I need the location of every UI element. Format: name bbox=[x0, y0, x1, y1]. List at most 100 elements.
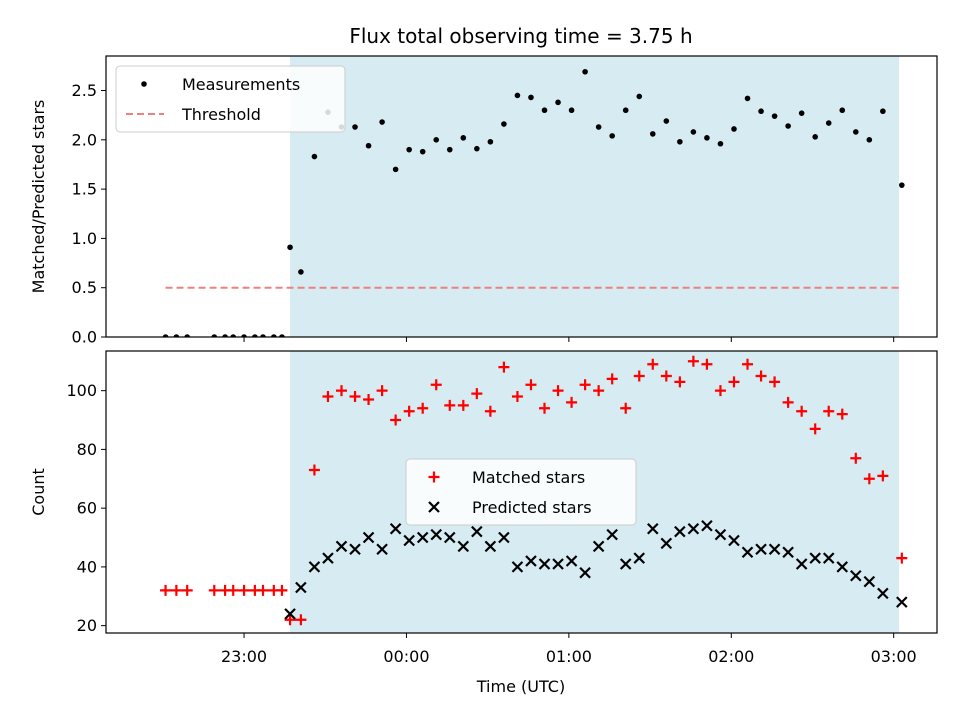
measurements-point bbox=[704, 135, 710, 141]
measurements-point bbox=[446, 146, 453, 153]
measurements-point bbox=[568, 107, 575, 114]
y-tick-label: 0.5 bbox=[72, 278, 97, 297]
predicted-stars-series bbox=[284, 520, 908, 620]
predicted-stars-point bbox=[836, 561, 849, 573]
measurements-point bbox=[541, 107, 548, 114]
matched-stars-point bbox=[284, 614, 296, 626]
axes-frame bbox=[105, 55, 938, 338]
predicted-stars-point bbox=[376, 543, 388, 556]
legend-label: Threshold bbox=[181, 105, 261, 124]
matched-stars-point bbox=[430, 379, 442, 391]
matched-stars-point bbox=[457, 399, 469, 411]
measurements-point bbox=[514, 92, 521, 99]
y-tick-label: 40 bbox=[77, 557, 97, 576]
matched-stars-point bbox=[390, 414, 402, 426]
matched-stars-point bbox=[863, 473, 875, 485]
matched-stars-point bbox=[620, 402, 632, 414]
y-tick-label: 60 bbox=[77, 499, 97, 518]
measurements-point bbox=[785, 123, 791, 129]
matched-stars-point bbox=[227, 584, 239, 596]
matched-stars-point bbox=[349, 391, 361, 403]
predicted-stars-point bbox=[525, 555, 537, 567]
y-tick-label: 2.5 bbox=[72, 81, 97, 100]
matched-stars-point bbox=[552, 385, 564, 397]
matched-stars-point bbox=[566, 396, 578, 408]
predicted-stars-point bbox=[579, 567, 591, 579]
matched-stars-point bbox=[796, 405, 808, 417]
matched-stars-point bbox=[322, 391, 334, 403]
predicted-stars-point bbox=[619, 558, 632, 570]
y-tick-label: 20 bbox=[77, 616, 97, 635]
predicted-stars-point bbox=[335, 540, 348, 553]
measurements-point bbox=[663, 118, 670, 124]
legend-entry-measurements: Measurements bbox=[141, 75, 300, 94]
y-tick-label: 100 bbox=[66, 381, 97, 400]
legend: Matched stars Predicted stars bbox=[405, 458, 637, 526]
matched-stars-point bbox=[769, 376, 781, 388]
legend-label: Measurements bbox=[182, 75, 300, 94]
y-tick-label: 2.0 bbox=[72, 130, 97, 149]
matched-stars-point bbox=[687, 355, 699, 367]
measurements-point bbox=[406, 146, 412, 153]
matched-stars-point bbox=[403, 405, 415, 417]
predicted-stars-point bbox=[538, 558, 551, 570]
matched-stars-point bbox=[376, 385, 388, 397]
matched-stars-point bbox=[579, 379, 591, 391]
matched-stars-point bbox=[498, 361, 510, 373]
predicted-stars-point bbox=[768, 543, 781, 556]
measurements-point bbox=[279, 334, 285, 337]
predicted-stars-point bbox=[687, 522, 700, 535]
predicted-stars-point bbox=[552, 558, 564, 570]
measurements-point bbox=[252, 334, 258, 337]
legend-entry-matched-stars: Matched stars bbox=[428, 468, 585, 487]
predicted-stars-point bbox=[701, 520, 713, 532]
matched-stars-point bbox=[823, 405, 835, 417]
measurements-point bbox=[582, 68, 588, 75]
measurements-point bbox=[501, 121, 507, 127]
matched-stars-point bbox=[606, 373, 618, 385]
predicted-stars-point bbox=[809, 552, 821, 564]
legend-entry-threshold: Threshold bbox=[126, 105, 261, 124]
matched-stars-point bbox=[308, 464, 320, 476]
measurements-point bbox=[690, 129, 697, 135]
predicted-stars-point bbox=[606, 528, 618, 541]
legend-marker-swatch bbox=[141, 81, 147, 87]
matched-stars-point bbox=[714, 385, 726, 397]
predicted-stars-point bbox=[308, 561, 321, 573]
matched-stars-point bbox=[593, 385, 605, 397]
measurements-point bbox=[379, 119, 385, 125]
predicted-stars-point bbox=[295, 581, 307, 594]
measurements-point bbox=[287, 244, 293, 251]
measurements-point bbox=[173, 334, 180, 337]
predicted-stars-point bbox=[349, 543, 361, 556]
measurements-point bbox=[298, 269, 304, 275]
matched-stars-point bbox=[238, 584, 250, 596]
measurements-point bbox=[162, 334, 169, 337]
matched-stars-point bbox=[484, 405, 496, 417]
matched-stars-point bbox=[742, 358, 754, 370]
measurements-point bbox=[352, 124, 358, 130]
legend-marker-swatch bbox=[428, 471, 440, 483]
measurements-point bbox=[595, 124, 602, 130]
matched-stars-point bbox=[809, 423, 821, 435]
axes-frame bbox=[105, 350, 938, 634]
matched-stars-point bbox=[525, 379, 537, 391]
predicted-stars-point bbox=[484, 540, 497, 553]
legend-entry-predicted-stars: Predicted stars bbox=[428, 498, 592, 517]
predicted-stars-point bbox=[511, 561, 524, 573]
matched-stars-point bbox=[511, 391, 523, 403]
predicted-stars-point bbox=[362, 531, 375, 544]
measurements-point bbox=[758, 108, 764, 115]
measurements-point bbox=[184, 334, 191, 337]
measurements-point bbox=[744, 95, 751, 102]
measurements-point bbox=[271, 334, 277, 337]
measurements-point bbox=[636, 93, 643, 100]
matched-stars-series bbox=[160, 355, 908, 626]
predicted-stars-point bbox=[322, 552, 334, 564]
measurements-point bbox=[880, 108, 886, 115]
matched-stars-point bbox=[539, 402, 551, 414]
matched-stars-point bbox=[728, 376, 740, 388]
chart-title: Flux total observing time = 3.75 h bbox=[349, 24, 692, 48]
measurements-point bbox=[241, 334, 247, 337]
matched-stars-point bbox=[276, 584, 288, 596]
